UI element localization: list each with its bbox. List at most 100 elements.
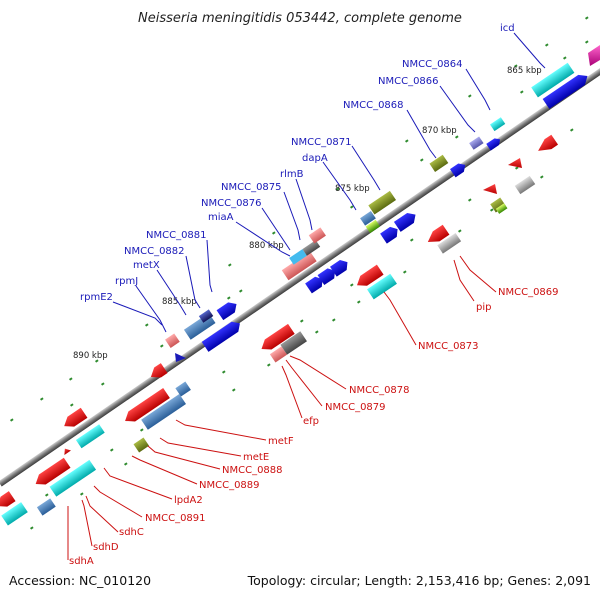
gene-metF[interactable] bbox=[148, 363, 168, 382]
gene-nmcc0878[interactable] bbox=[280, 331, 307, 355]
gene-nmcc0888[interactable] bbox=[175, 381, 191, 397]
bottom-leader-lines bbox=[67, 255, 497, 560]
gene-block-cyan[interactable] bbox=[531, 62, 575, 98]
label-dapA[interactable]: dapA bbox=[302, 153, 328, 164]
label-nmcc0878[interactable]: NMCC_0878 bbox=[349, 385, 410, 396]
gene-nmcc0864[interactable] bbox=[490, 117, 506, 132]
gene-nmcc0875[interactable] bbox=[308, 227, 326, 244]
upper-dots bbox=[10, 16, 589, 422]
gene-efp-arrow[interactable] bbox=[258, 323, 295, 354]
gene-arrow-a[interactable] bbox=[305, 274, 326, 294]
label-nmcc0866[interactable]: NMCC_0866 bbox=[378, 76, 439, 87]
gene-rev-3[interactable] bbox=[483, 184, 497, 194]
gene-arrow-b[interactable] bbox=[317, 266, 339, 286]
gene-rev-olive[interactable] bbox=[490, 197, 506, 213]
gene-lpdA2[interactable] bbox=[75, 424, 105, 449]
top-gene-labels: icd NMCC_0864 NMCC_0866 NMCC_0868 NMCC_0… bbox=[80, 23, 515, 303]
gene-NMCC0873[interactable] bbox=[367, 273, 397, 300]
tick-dots bbox=[10, 16, 589, 530]
gene-NMCC0873-arrow[interactable] bbox=[354, 264, 384, 291]
tick-875: 875 kbp bbox=[335, 184, 370, 194]
label-sdhC[interactable]: sdhC bbox=[119, 527, 144, 538]
gene-metX-arrow[interactable] bbox=[216, 299, 240, 321]
label-nmcc0888[interactable]: NMCC_0888 bbox=[222, 465, 283, 476]
gene-dapA[interactable] bbox=[368, 190, 397, 215]
gene-nmcc0868[interactable] bbox=[429, 154, 449, 172]
label-icd[interactable]: icd bbox=[500, 23, 515, 34]
gene-rpmE2[interactable] bbox=[165, 333, 180, 348]
label-rpmJ[interactable]: rpmJ bbox=[115, 276, 138, 287]
gene-edge-red[interactable] bbox=[0, 491, 16, 511]
label-nmcc0889[interactable]: NMCC_0889 bbox=[199, 480, 260, 491]
gene-dapA-lime[interactable] bbox=[365, 219, 381, 234]
gene-rev-lime[interactable] bbox=[495, 203, 508, 214]
gene-nmcc0882[interactable] bbox=[198, 309, 214, 323]
kbp-ticks: 865 kbp 870 kbp 875 kbp 880 kbp 885 kbp … bbox=[73, 66, 542, 361]
label-nmcc0871[interactable]: NMCC_0871 bbox=[291, 137, 352, 148]
forward-genes bbox=[165, 45, 600, 362]
label-miaA[interactable]: miaA bbox=[208, 212, 234, 223]
tick-880: 880 kbp bbox=[249, 241, 284, 251]
gene-nmcc0866-lav[interactable] bbox=[469, 136, 484, 150]
gene-rev-gray[interactable] bbox=[514, 175, 536, 195]
label-sdhD[interactable]: sdhD bbox=[93, 542, 119, 553]
label-nmcc0864[interactable]: NMCC_0864 bbox=[402, 59, 463, 70]
gene-arrow-2[interactable] bbox=[393, 210, 419, 232]
label-metX[interactable]: metX bbox=[133, 260, 160, 271]
gene-nmcc0891-arrow[interactable] bbox=[32, 457, 71, 489]
gene-lpdA2-arrow[interactable] bbox=[61, 407, 88, 431]
gene-metE-arrow[interactable] bbox=[122, 388, 170, 426]
label-metE[interactable]: metE bbox=[243, 452, 269, 463]
gene-arrow-d[interactable] bbox=[201, 326, 232, 352]
label-nmcc0881[interactable]: NMCC_0881 bbox=[146, 230, 207, 241]
lower-dots bbox=[20, 128, 574, 514]
label-nmcc0882[interactable]: NMCC_0882 bbox=[124, 246, 185, 257]
accession-text: Accession: NC_010120 bbox=[9, 573, 151, 588]
label-pip[interactable]: pip bbox=[476, 302, 491, 313]
label-sdhA[interactable]: sdhA bbox=[69, 556, 94, 567]
gene-nmcc0889[interactable] bbox=[133, 437, 150, 453]
gene-nmcc0876[interactable] bbox=[281, 251, 317, 281]
label-metF[interactable]: metF bbox=[268, 436, 294, 447]
gene-arrow-icd[interactable] bbox=[542, 71, 591, 109]
gene-nmcc0866[interactable] bbox=[486, 136, 502, 151]
gene-sdhC[interactable] bbox=[36, 498, 56, 516]
gene-sdhA[interactable] bbox=[49, 459, 97, 497]
label-rpmE2[interactable]: rpmE2 bbox=[80, 292, 113, 303]
gene-NMCC0869[interactable] bbox=[424, 224, 450, 247]
label-nmcc0873[interactable]: NMCC_0873 bbox=[418, 341, 479, 352]
label-efp[interactable]: efp bbox=[303, 416, 319, 427]
label-nmcc0879[interactable]: NMCC_0879 bbox=[325, 402, 386, 413]
gene-sdh-small[interactable] bbox=[62, 446, 71, 455]
gene-edge-magenta[interactable] bbox=[588, 45, 600, 66]
gene-edge-cyan[interactable] bbox=[1, 502, 28, 526]
label-nmcc0868[interactable]: NMCC_0868 bbox=[343, 100, 404, 111]
gene-rev-1[interactable] bbox=[535, 134, 559, 156]
tick-890: 890 kbp bbox=[73, 351, 108, 361]
gene-efp[interactable] bbox=[269, 346, 288, 363]
gene-miaA-dark[interactable] bbox=[302, 240, 321, 256]
gene-metE[interactable] bbox=[141, 394, 186, 430]
gene-arrow-e[interactable] bbox=[219, 318, 243, 340]
gene-nmcc0871-steel[interactable] bbox=[360, 210, 376, 226]
label-rlmB[interactable]: rlmB bbox=[280, 169, 304, 180]
label-nmcc0891[interactable]: NMCC_0891 bbox=[145, 513, 206, 524]
gene-rlmB-arrow[interactable] bbox=[380, 224, 401, 244]
label-nmcc0876[interactable]: NMCC_0876 bbox=[201, 198, 262, 209]
gene-rev-2[interactable] bbox=[508, 158, 522, 168]
axis-group bbox=[0, 51, 600, 487]
gene-arrow-c[interactable] bbox=[330, 257, 351, 277]
bottom-dots bbox=[29, 175, 544, 530]
gene-miaA-cyan[interactable] bbox=[289, 249, 307, 265]
genome-stats-text: Topology: circular; Length: 2,153,416 bp… bbox=[247, 573, 591, 588]
mid-dots bbox=[69, 40, 589, 407]
gene-rpmJ-arrow[interactable] bbox=[175, 353, 186, 362]
gene-nmcc0868-arrow[interactable] bbox=[450, 161, 468, 178]
top-leader-lines bbox=[112, 32, 546, 333]
label-nmcc0875[interactable]: NMCC_0875 bbox=[221, 182, 282, 193]
label-lpdA2[interactable]: lpdA2 bbox=[174, 495, 203, 506]
gene-pip[interactable] bbox=[437, 232, 462, 254]
label-nmcc0869[interactable]: NMCC_0869 bbox=[498, 287, 559, 298]
